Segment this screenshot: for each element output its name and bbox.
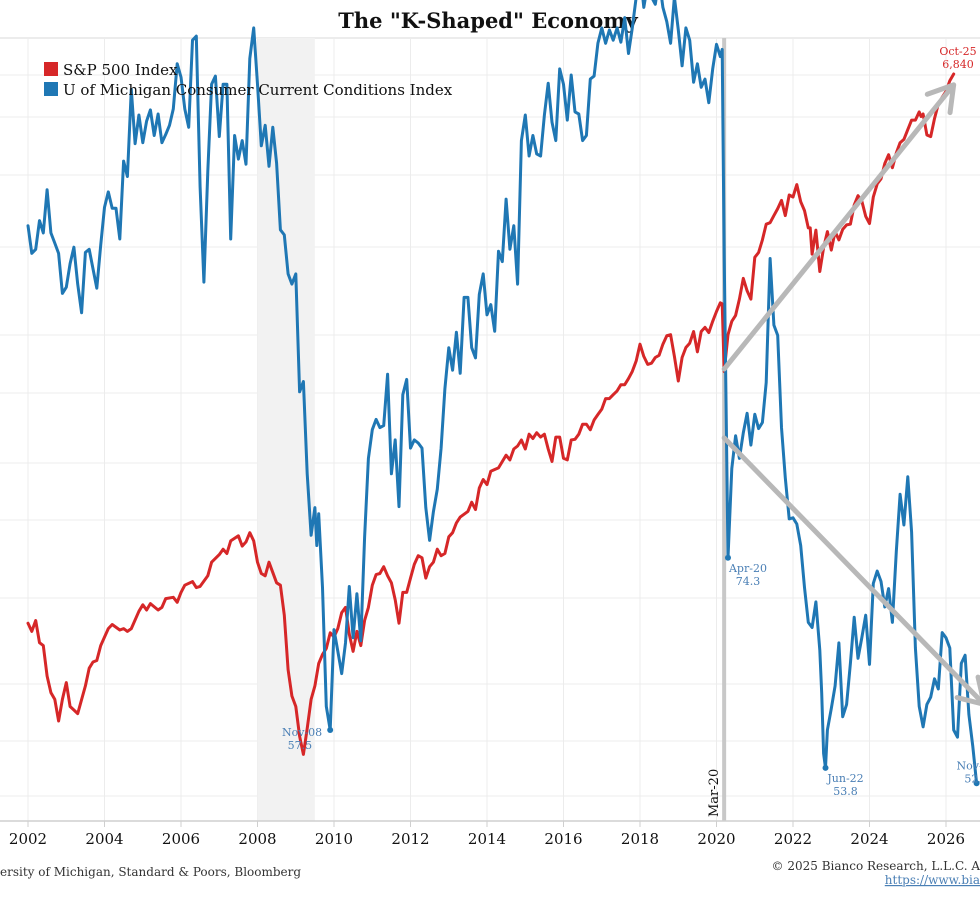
x-tick-label: 2002 — [9, 830, 47, 848]
up-arrow-head — [924, 82, 957, 116]
legend-swatch-umich — [44, 82, 58, 96]
x-tick-label: 2016 — [544, 830, 582, 848]
x-tick-label: 2004 — [85, 830, 123, 848]
footer-link[interactable]: https://www.bia — [885, 873, 980, 887]
x-tick-label: 2006 — [162, 830, 200, 848]
mar-20-marker: Mar-20 — [707, 38, 727, 821]
mar-20-label: Mar-20 — [707, 769, 722, 817]
chart-title: The "K-Shaped" Economy — [338, 8, 638, 33]
down-arrow-head — [954, 674, 980, 706]
x-tick-label: 2010 — [315, 830, 353, 848]
annotation-value: 52.3 — [964, 772, 980, 785]
legend-label-umich: U of Michigan Consumer Current Condition… — [63, 81, 453, 99]
x-tick-label: 2020 — [697, 830, 735, 848]
gridlines — [0, 38, 980, 821]
x-axis: 2002 2004 2006 2008 2010 2012 2014 2016 2018 2020… — [0, 820, 980, 848]
annotation-value: 74.3 — [736, 575, 761, 588]
legend: S&P 500 Index U of Michigan Consumer Cur… — [44, 61, 453, 99]
series-line-sp500 — [26, 72, 956, 756]
x-tick-label: 2014 — [468, 830, 506, 848]
legend-swatch-sp500 — [44, 62, 58, 76]
annotation-date: Nov-25 — [957, 759, 980, 772]
annotation-value: 57.5 — [288, 739, 313, 752]
trend-arrows — [721, 82, 980, 706]
sp500-end-date: Oct-25 — [939, 45, 976, 58]
footer-copyright: © 2025 Bianco Research, L.L.C. A — [772, 859, 980, 873]
series-line-umich — [26, 0, 979, 785]
x-tick-label: 2018 — [621, 830, 659, 848]
x-tick-label: 2022 — [774, 830, 812, 848]
legend-label-sp500: S&P 500 Index — [63, 61, 178, 79]
annotation-date: Jun-22 — [826, 772, 863, 785]
annotation-dot — [327, 727, 334, 733]
x-tick-label: 2024 — [850, 830, 888, 848]
annotation-date: Nov-08 — [282, 726, 322, 739]
sp500-end-value: 6,840 — [942, 58, 974, 71]
x-tick-label: 2012 — [391, 830, 429, 848]
down-arrow-shaft — [721, 435, 980, 704]
annotation-dot — [822, 764, 829, 771]
x-tick-label: 2008 — [238, 830, 276, 848]
footer-source: ersity of Michigan, Standard & Poors, Bl… — [0, 865, 301, 879]
annotation-dot — [724, 554, 731, 561]
annotation-date: Apr-20 — [728, 562, 767, 575]
annotation-dot — [973, 780, 980, 787]
series-lines — [26, 0, 979, 785]
up-arrow-shaft — [721, 82, 957, 372]
annotation-value: 53.8 — [833, 785, 858, 798]
x-tick-label: 2026 — [927, 830, 965, 848]
